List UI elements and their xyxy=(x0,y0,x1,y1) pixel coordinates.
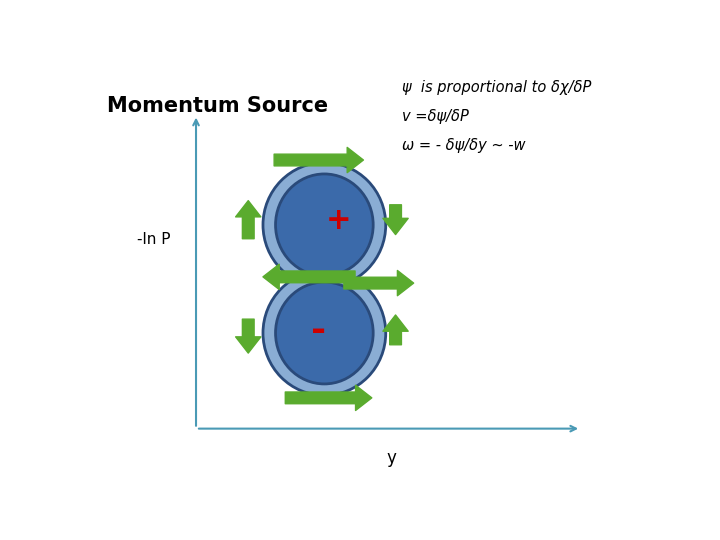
Ellipse shape xyxy=(276,174,373,276)
Ellipse shape xyxy=(276,282,373,384)
Text: -ln P: -ln P xyxy=(138,232,171,247)
Text: -: - xyxy=(311,314,326,348)
Text: ψ  is proportional to δχ/δP: ψ is proportional to δχ/δP xyxy=(402,80,592,95)
Text: ω = - δψ/δy ~ -w: ω = - δψ/δy ~ -w xyxy=(402,138,526,153)
Text: Momentum Source: Momentum Source xyxy=(107,96,328,117)
Text: +: + xyxy=(325,206,351,235)
Ellipse shape xyxy=(263,163,386,287)
Text: v =δψ/δP: v =δψ/δP xyxy=(402,109,469,124)
Text: y: y xyxy=(387,449,396,467)
Ellipse shape xyxy=(263,271,386,395)
